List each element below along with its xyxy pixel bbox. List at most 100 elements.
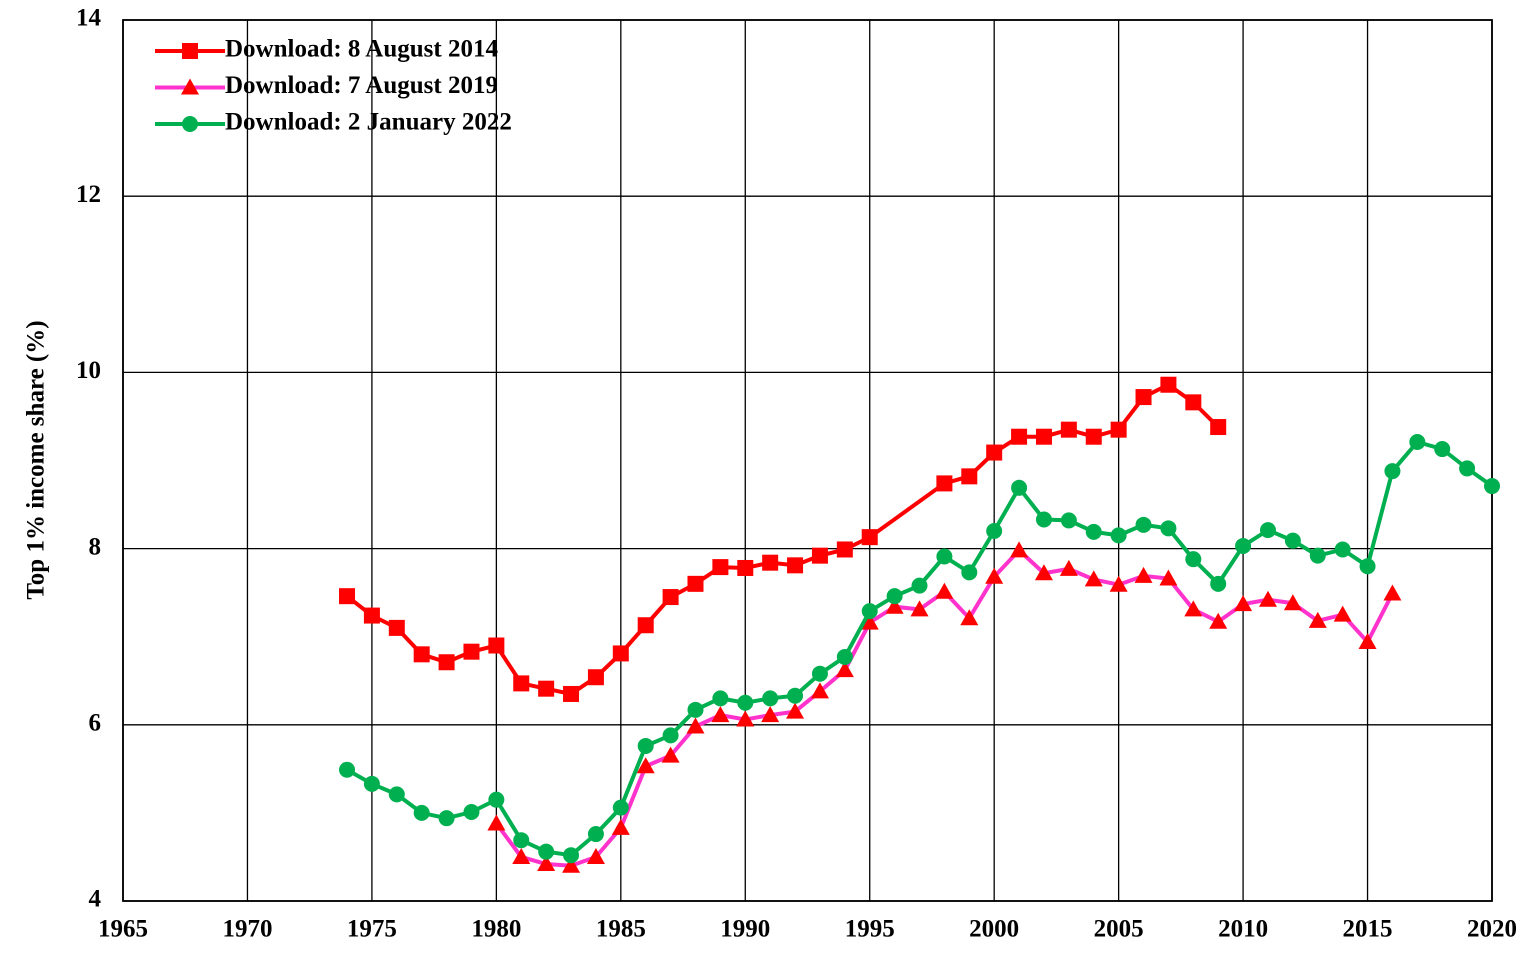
- marker: [1134, 566, 1153, 583]
- marker: [836, 541, 853, 558]
- marker: [1085, 523, 1102, 540]
- marker: [985, 567, 1004, 584]
- marker: [737, 694, 754, 711]
- marker: [1035, 511, 1052, 528]
- marker: [388, 786, 405, 803]
- marker: [1383, 584, 1402, 601]
- y-tick-label: 10: [76, 357, 101, 384]
- y-tick-label: 14: [76, 5, 102, 32]
- legend-label: Download: 8 August 2014: [225, 36, 498, 63]
- marker: [686, 717, 705, 734]
- marker: [1434, 441, 1451, 458]
- marker: [537, 854, 556, 871]
- marker: [786, 702, 805, 719]
- marker: [1309, 547, 1326, 564]
- marker: [712, 690, 729, 707]
- marker: [182, 43, 198, 59]
- marker: [1011, 479, 1028, 496]
- marker: [438, 810, 455, 827]
- marker: [810, 682, 829, 699]
- y-axis-label: Top 1% income share (%): [23, 320, 50, 599]
- marker: [860, 613, 879, 630]
- marker: [1185, 394, 1202, 411]
- marker: [513, 832, 530, 849]
- marker: [612, 645, 629, 662]
- marker: [961, 564, 978, 581]
- marker: [811, 665, 828, 682]
- marker: [413, 646, 430, 663]
- marker: [1384, 463, 1401, 480]
- marker: [935, 582, 954, 599]
- marker: [1110, 421, 1127, 438]
- marker: [712, 559, 729, 576]
- marker: [1035, 428, 1052, 445]
- x-tick-label: 1990: [720, 916, 770, 943]
- marker: [1011, 428, 1028, 445]
- marker: [587, 669, 604, 686]
- marker: [836, 648, 853, 665]
- marker: [787, 687, 804, 704]
- marker: [1358, 632, 1377, 649]
- marker: [1010, 541, 1029, 558]
- marker: [1160, 520, 1177, 537]
- marker: [181, 78, 199, 95]
- marker: [936, 475, 953, 492]
- marker: [762, 554, 779, 571]
- marker: [1084, 570, 1103, 587]
- marker: [1209, 612, 1228, 629]
- marker: [182, 116, 198, 132]
- marker: [762, 690, 779, 707]
- marker: [662, 727, 679, 744]
- marker: [936, 548, 953, 565]
- marker: [1210, 419, 1227, 436]
- marker: [736, 710, 755, 727]
- marker: [562, 856, 581, 873]
- marker: [1184, 600, 1203, 617]
- marker: [787, 557, 804, 574]
- marker: [388, 619, 405, 636]
- marker: [487, 814, 506, 831]
- marker: [910, 600, 929, 617]
- series-line: [345, 382, 1220, 697]
- marker: [463, 643, 480, 660]
- marker: [363, 607, 380, 624]
- marker: [1258, 590, 1277, 607]
- marker: [513, 675, 530, 692]
- marker: [911, 577, 928, 594]
- marker: [413, 804, 430, 821]
- marker: [1210, 575, 1227, 592]
- marker: [1409, 433, 1426, 450]
- legend-label: Download: 2 January 2022: [225, 109, 512, 136]
- marker: [1185, 551, 1202, 568]
- marker: [961, 468, 978, 485]
- marker: [586, 847, 605, 864]
- marker: [1308, 611, 1327, 628]
- marker: [1259, 522, 1276, 539]
- x-tick-label: 2015: [1343, 916, 1393, 943]
- marker: [960, 609, 979, 626]
- marker: [1109, 575, 1128, 592]
- marker: [637, 737, 654, 754]
- marker: [563, 847, 580, 864]
- x-tick-label: 2000: [969, 916, 1019, 943]
- marker: [1135, 516, 1152, 533]
- y-tick-label: 12: [76, 181, 101, 208]
- marker: [1334, 541, 1351, 558]
- marker: [1235, 537, 1252, 554]
- marker: [1159, 569, 1178, 586]
- x-tick-label: 2005: [1094, 916, 1144, 943]
- marker: [339, 588, 356, 605]
- marker: [1359, 558, 1376, 575]
- marker: [438, 654, 455, 671]
- marker: [339, 761, 356, 778]
- marker: [1060, 421, 1077, 438]
- x-tick-label: 1980: [471, 916, 521, 943]
- marker: [711, 706, 730, 723]
- marker: [1459, 460, 1476, 477]
- marker: [1484, 478, 1500, 495]
- y-tick-label: 6: [89, 710, 102, 737]
- marker: [986, 444, 1003, 461]
- marker: [563, 685, 580, 702]
- marker: [885, 597, 904, 614]
